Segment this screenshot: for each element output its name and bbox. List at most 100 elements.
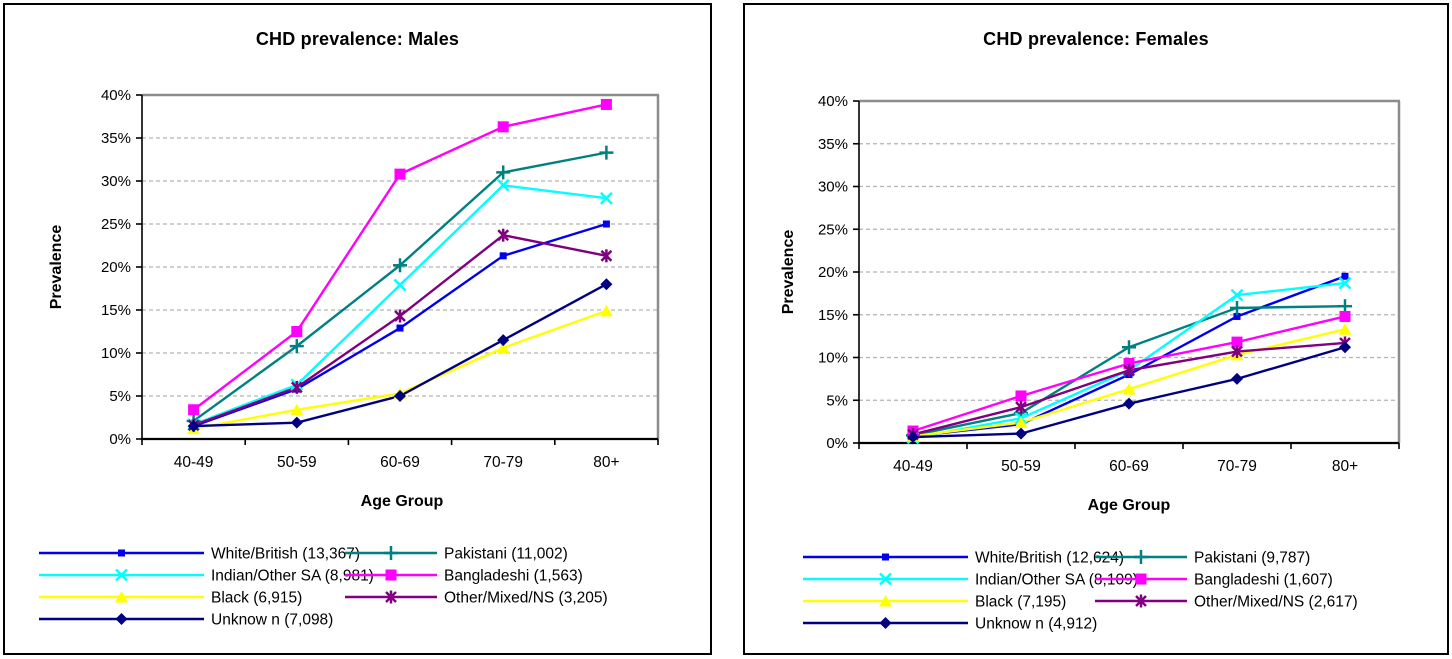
legend-label: Black (6,915) — [211, 590, 302, 607]
series-marker — [600, 98, 612, 110]
legend-item: Unknow n (4,912) — [803, 616, 1097, 633]
legend-item: Indian/Other SA (8,981) — [39, 568, 374, 585]
legend-item: Black (7,195) — [803, 594, 1066, 611]
legend-item: White/British (13,367) — [39, 546, 360, 563]
legend-swatch-marker — [115, 613, 128, 625]
series-marker — [1122, 383, 1136, 395]
series-marker — [599, 304, 613, 317]
x-tick-label: 60-69 — [380, 454, 420, 471]
legend-swatch-marker — [118, 549, 125, 557]
series-marker — [290, 416, 303, 429]
females-x-axis-title: Age Group — [1087, 497, 1171, 514]
series-marker — [1338, 323, 1352, 335]
series-marker — [1339, 310, 1351, 322]
y-tick-label: 30% — [101, 173, 131, 190]
chart-panel-females: 0% 5% 10% 15% 20% 25% 30% 35% 40% 40-49 50-59 60-69… — [743, 3, 1449, 655]
legend-swatch-marker — [879, 617, 892, 629]
legend-label: Indian/Other SA (8,109) — [975, 572, 1138, 589]
series-marker — [1231, 336, 1243, 348]
series-marker — [1123, 397, 1135, 410]
series-marker — [1015, 427, 1027, 440]
legend-item: Unknow n (7,098) — [39, 612, 333, 629]
series-marker — [1123, 357, 1135, 369]
legend-label: Pakistani (11,002) — [444, 546, 568, 563]
males-y-axis-title: Prevalence — [48, 224, 65, 310]
series-marker — [499, 252, 507, 260]
x-tick-label: 40-49 — [174, 454, 214, 471]
males-chart-title: CHD prevalence: Males — [255, 29, 460, 49]
series-marker — [291, 326, 303, 337]
y-tick-label: 15% — [101, 302, 131, 319]
series-marker — [1015, 390, 1027, 402]
legend-swatch-marker — [879, 595, 892, 607]
series-marker — [1233, 312, 1241, 320]
y-tick-label: 25% — [101, 216, 131, 233]
legend-item: Black (6,915) — [39, 590, 302, 607]
series-marker — [602, 220, 610, 228]
x-tick-label: 60-69 — [1109, 458, 1149, 475]
legend-label: White/British (12,624) — [975, 550, 1124, 567]
legend-label: Pakistani (9,787) — [1194, 550, 1310, 567]
series-marker — [496, 341, 510, 354]
series-marker — [394, 168, 406, 180]
females-chart-title: CHD prevalence: Females — [983, 29, 1209, 49]
legend-label: Unknow n (7,098) — [211, 612, 333, 629]
x-tick-label: 40-49 — [893, 458, 933, 475]
y-tick-label: 25% — [818, 221, 848, 238]
legend-label: Bangladeshi (1,607) — [1194, 572, 1333, 589]
x-tick-label: 70-79 — [1217, 458, 1257, 475]
x-tick-label: 50-59 — [277, 454, 317, 471]
legend-label: Unknow n (4,912) — [975, 616, 1097, 633]
x-tick-label: 80+ — [593, 454, 619, 471]
legend-item: Other/Mixed/NS (2,617) — [1095, 594, 1358, 611]
legend-item: Bangladeshi (1,563) — [345, 568, 583, 585]
males-chart-plot: 0% 5% 10% 15% 20% 25% 30% 35% 40% 40-49 50-59 60-69… — [39, 87, 660, 629]
series-marker — [290, 403, 304, 416]
series-marker — [396, 324, 404, 332]
legend-label: White/British (13,367) — [211, 546, 360, 563]
series-marker — [600, 191, 613, 205]
females-y-axis-title: Prevalence — [780, 229, 797, 315]
series-marker — [907, 431, 919, 444]
legend-item: Pakistani (11,002) — [345, 546, 568, 563]
legend-label: Black (7,195) — [975, 594, 1066, 611]
series-marker — [1014, 416, 1028, 428]
legend-item: Bangladeshi (1,607) — [1095, 572, 1333, 589]
legend-item: Pakistani (9,787) — [1095, 550, 1310, 567]
y-tick-label: 20% — [101, 259, 131, 276]
legend-swatch-marker — [115, 568, 128, 582]
legend-swatch-marker — [385, 569, 397, 581]
y-tick-label: 5% — [826, 392, 848, 409]
series-marker — [1231, 372, 1243, 385]
y-tick-label: 20% — [818, 264, 848, 281]
series-marker — [187, 420, 200, 433]
legend-item: Other/Mixed/NS (3,205) — [345, 590, 608, 607]
legend-label: Other/Mixed/NS (3,205) — [444, 590, 608, 607]
legend-label: Other/Mixed/NS (2,617) — [1194, 594, 1358, 611]
series-marker — [496, 178, 510, 192]
series-marker — [1339, 341, 1351, 354]
legend-swatch-marker — [879, 572, 892, 586]
x-tick-label: 70-79 — [483, 454, 523, 471]
series-marker — [394, 390, 406, 402]
y-tick-label: 40% — [818, 93, 848, 110]
y-tick-label: 40% — [101, 87, 131, 104]
series-marker — [1338, 276, 1352, 290]
series-marker — [1230, 288, 1244, 302]
legend-item: White/British (12,624) — [803, 550, 1124, 567]
y-tick-label: 10% — [101, 345, 131, 362]
series-marker — [497, 121, 509, 133]
y-tick-label: 30% — [818, 179, 848, 196]
legend-swatch-marker — [882, 553, 889, 561]
series-marker — [497, 334, 510, 347]
y-tick-label: 15% — [818, 307, 848, 324]
legend-label: Indian/Other SA (8,981) — [211, 568, 374, 585]
series-marker — [1341, 272, 1349, 280]
chart-panel-males: 0% 5% 10% 15% 20% 25% 30% 35% 40% 40-49 50-59 60-69… — [3, 3, 712, 655]
series-marker — [393, 278, 407, 292]
legend-label: Bangladeshi (1,563) — [444, 568, 583, 585]
legend-swatch-marker — [115, 591, 128, 603]
y-tick-label: 5% — [109, 388, 131, 405]
y-tick-label: 0% — [109, 431, 131, 448]
